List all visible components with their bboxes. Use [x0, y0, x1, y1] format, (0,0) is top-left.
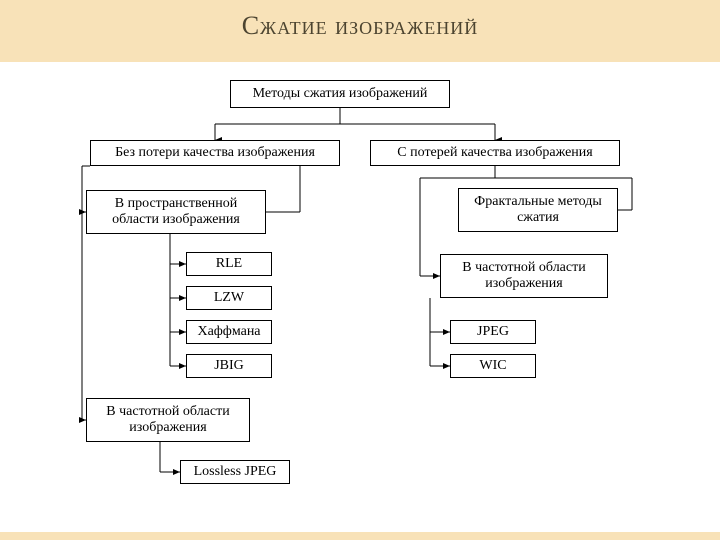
node-spatial-lossless: В пространственной области изображения	[86, 190, 266, 234]
slide: Сжатие изображений	[0, 0, 720, 540]
node-jpeg: JPEG	[450, 320, 536, 344]
node-lossy: С потерей качества изображения	[370, 140, 620, 166]
diagram-canvas: Методы сжатия изображений Без потери кач…	[0, 62, 720, 532]
node-lossless-jpeg: Lossless JPEG	[180, 460, 290, 484]
node-fractal: Фрактальные методы сжатия	[458, 188, 618, 232]
diagram-edges	[0, 62, 720, 532]
node-huffman: Хаффмана	[186, 320, 272, 344]
node-lzw: LZW	[186, 286, 272, 310]
node-wic: WIC	[450, 354, 536, 378]
node-root: Методы сжатия изображений	[230, 80, 450, 108]
slide-title: Сжатие изображений	[0, 2, 720, 50]
node-rle: RLE	[186, 252, 272, 276]
node-jbig: JBIG	[186, 354, 272, 378]
node-lossless: Без потери качества изображения	[90, 140, 340, 166]
node-freq-lossy: В частотной области изображения	[440, 254, 608, 298]
node-freq-lossless: В частотной области изображения	[86, 398, 250, 442]
